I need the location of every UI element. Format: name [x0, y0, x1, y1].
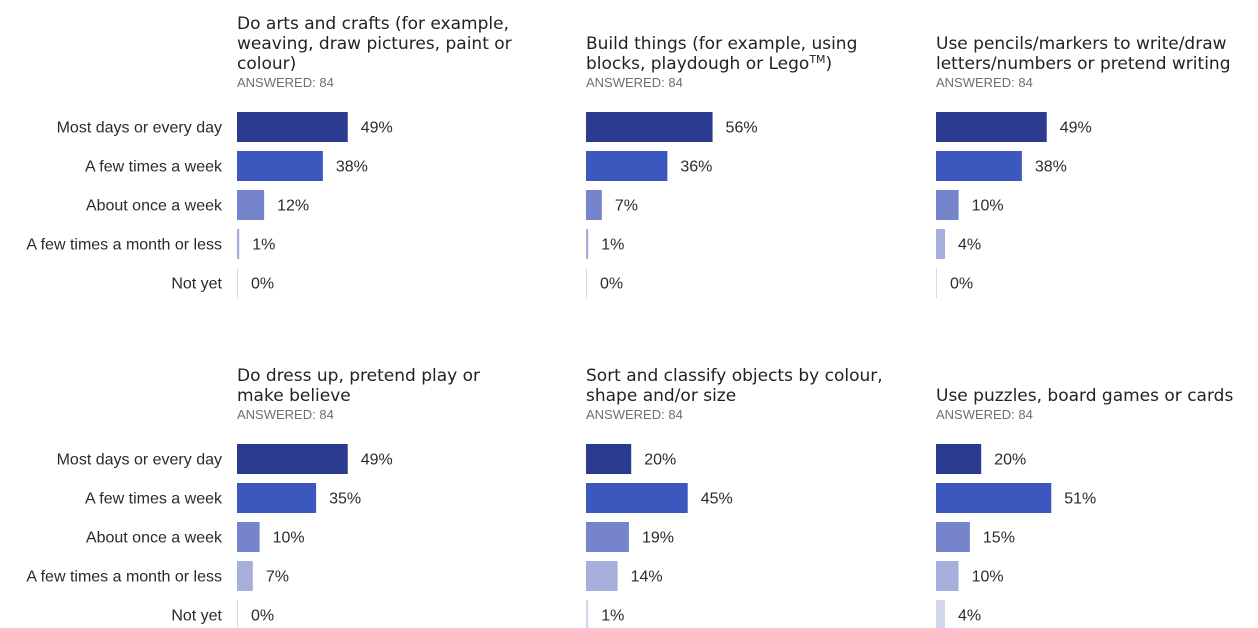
chart-title-line: Build things (for example, using — [586, 34, 857, 54]
bar — [586, 190, 602, 220]
bar — [936, 483, 1052, 513]
chart-title-line: Use puzzles, board games or cards — [936, 386, 1233, 406]
data-label: 4% — [958, 608, 981, 625]
bar — [936, 229, 946, 259]
bar — [586, 522, 629, 552]
chart-panel-6: Use puzzles, board games or cardsANSWERE… — [936, 386, 1233, 628]
category-label: About once a week — [86, 530, 223, 547]
bar — [237, 483, 317, 513]
bar — [586, 600, 589, 628]
bar — [237, 229, 240, 259]
data-label: 49% — [361, 452, 393, 469]
category-label: Not yet — [171, 276, 222, 293]
chart-title-line: weaving, draw pictures, paint or — [237, 34, 512, 54]
answered-count: ANSWERED: 84 — [586, 407, 683, 422]
answered-count: ANSWERED: 84 — [237, 407, 334, 422]
data-label: 1% — [601, 237, 624, 254]
chart-title-line: Do dress up, pretend play or — [237, 366, 480, 386]
bar — [936, 444, 982, 474]
category-label: A few times a month or less — [26, 237, 222, 254]
data-label: 49% — [1060, 120, 1092, 137]
bar — [586, 151, 668, 181]
chart-panel-5: Sort and classify objects by colour,shap… — [586, 366, 883, 628]
bar — [586, 229, 589, 259]
chart-title-line: colour) — [237, 54, 296, 74]
data-label: 19% — [642, 530, 674, 547]
data-label: 56% — [726, 120, 758, 137]
bar — [936, 522, 970, 552]
data-label: 1% — [601, 608, 624, 625]
bar — [586, 561, 618, 591]
data-label: 20% — [644, 452, 676, 469]
data-label: 7% — [266, 569, 289, 586]
bar — [936, 600, 946, 628]
category-label: A few times a week — [85, 159, 223, 176]
data-label: 20% — [994, 452, 1026, 469]
data-label: 10% — [972, 569, 1004, 586]
chart-title-superscript: TM — [808, 53, 825, 66]
data-label: 12% — [277, 198, 309, 215]
data-label: 0% — [950, 276, 973, 293]
data-label: 0% — [251, 608, 274, 625]
data-label: 0% — [251, 276, 274, 293]
category-label: Not yet — [171, 608, 222, 625]
bar — [936, 112, 1047, 142]
data-label: 49% — [361, 120, 393, 137]
answered-count: ANSWERED: 84 — [586, 75, 683, 90]
bar — [936, 151, 1022, 181]
bar — [237, 190, 265, 220]
category-label: A few times a month or less — [26, 569, 222, 586]
chart-title-line: shape and/or size — [586, 386, 736, 406]
bar — [237, 561, 253, 591]
chart-panel-1: Do arts and crafts (for example,weaving,… — [237, 14, 512, 298]
bar — [586, 112, 713, 142]
answered-count: ANSWERED: 84 — [936, 75, 1033, 90]
answered-count: ANSWERED: 84 — [237, 75, 334, 90]
chart-title-line: letters/numbers or pretend writing — [936, 54, 1230, 74]
data-label: 10% — [972, 198, 1004, 215]
category-label: A few times a week — [85, 491, 223, 508]
data-label: 38% — [336, 159, 368, 176]
data-label: 1% — [252, 237, 275, 254]
bar — [237, 112, 348, 142]
category-label: Most days or every day — [57, 452, 222, 469]
category-label: About once a week — [86, 198, 223, 215]
bar — [936, 190, 959, 220]
chart-panel-2: Build things (for example, usingblocks, … — [586, 34, 857, 298]
category-label: Most days or every day — [57, 120, 222, 137]
data-label: 7% — [615, 198, 638, 215]
bar — [586, 444, 632, 474]
data-label: 38% — [1035, 159, 1067, 176]
data-label: 35% — [329, 491, 361, 508]
answered-count: ANSWERED: 84 — [936, 407, 1033, 422]
bar — [237, 444, 348, 474]
data-label: 14% — [631, 569, 663, 586]
chart-title-line: blocks, playdough or LegoTM) — [586, 53, 832, 75]
bar — [586, 483, 688, 513]
data-label: 36% — [680, 159, 712, 176]
bar — [237, 151, 323, 181]
data-label: 4% — [958, 237, 981, 254]
chart-title-line: Use pencils/markers to write/draw — [936, 34, 1227, 54]
data-label: 51% — [1064, 491, 1096, 508]
chart-title-line: Do arts and crafts (for example, — [237, 14, 509, 34]
bar — [936, 561, 959, 591]
chart-panel-3: Use pencils/markers to write/drawletters… — [936, 34, 1230, 298]
chart-title-suffix: ) — [826, 54, 833, 74]
chart-title-line: make believe — [237, 386, 351, 406]
data-label: 0% — [600, 276, 623, 293]
data-label: 15% — [983, 530, 1015, 547]
chart-title-line: Sort and classify objects by colour, — [586, 366, 883, 386]
data-label: 10% — [273, 530, 305, 547]
data-label: 45% — [701, 491, 733, 508]
bar — [237, 522, 260, 552]
